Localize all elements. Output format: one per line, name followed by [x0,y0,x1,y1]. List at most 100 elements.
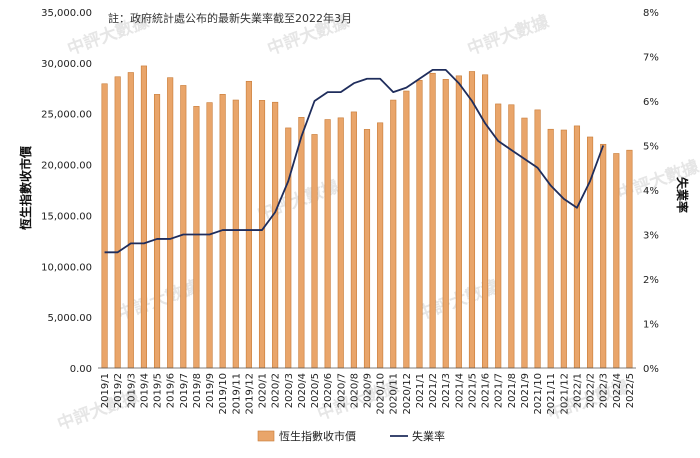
bar-2021/1 [416,80,423,369]
bar-2019/4 [140,65,147,369]
x-tick-label: 2019/7 [179,373,190,408]
x-tick-label: 2022/5 [625,373,636,408]
y2-tick-label: 4% [643,186,659,197]
x-tick-label: 2020/3 [284,373,295,408]
x-tick-label: 2021/12 [559,373,570,415]
x-tick-label: 2019/2 [113,373,124,408]
x-tick-label: 2021/9 [520,373,531,408]
x-tick-label: 2022/4 [612,373,623,408]
y-tick-label: 15,000.00 [41,211,92,222]
bar-2022/1 [573,125,581,369]
x-tick-label: 2022/2 [586,373,597,408]
bar-2019/7 [180,85,187,369]
x-tick-label: 2019/10 [218,373,229,415]
x-tick-label: 2020/10 [376,373,387,415]
bar-2021/10 [534,109,541,369]
bar-2020/2 [272,101,279,369]
x-tick-label: 2020/7 [336,373,347,408]
bar-2019/6 [167,77,174,369]
bar-2019/12 [245,80,252,369]
y2-tick-label: 1% [643,320,659,331]
x-tick-label: 2021/11 [546,373,557,415]
y2-tick-label: 8% [643,8,659,19]
bar-2022/5 [626,149,633,369]
x-tick-label: 2021/8 [507,373,518,408]
y-tick-label: 10,000.00 [41,262,92,273]
y2-axis-title: 失業率 [675,177,690,213]
y2-tick-label: 2% [643,275,659,286]
bar-2020/1 [258,100,266,369]
bar-2019/1 [101,83,108,369]
x-tick-label: 2019/9 [205,373,216,408]
legend-bar-swatch [257,430,275,442]
x-tick-label: 2021/6 [481,373,492,408]
x-tick-label: 2020/2 [271,373,282,408]
chart-annotation: 註：政府統計處公布的最新失業率截至2022年3月 [108,11,352,25]
x-tick-label: 2021/3 [441,373,452,408]
bar-2020/6 [324,119,331,369]
x-tick-label: 2020/1 [258,373,269,408]
bar-2019/11 [232,99,239,369]
x-tick-label: 2019/3 [126,373,137,408]
y-tick-label: 25,000.00 [41,110,92,121]
bar-2020/5 [311,134,318,369]
x-tick-label: 2019/5 [153,373,164,408]
x-tick-label: 2019/1 [100,373,111,408]
y2-tick-label: 5% [643,142,659,153]
unemployment-line [104,68,605,254]
bar-2021/8 [508,104,515,369]
legend-bar-label: 恆生指數收市價 [279,429,356,443]
axes: 0.00 5,000.00 10,000.00 15,000.00 20,000.00 2… [41,8,659,415]
x-tick-label: 2019/11 [231,373,242,415]
bar-2020/10 [377,122,384,369]
bar-2019/3 [127,72,134,369]
bar-2020/8 [350,111,357,369]
bar-series [101,65,633,369]
y-tick-label: 0.00 [70,364,92,375]
x-tick-label: 2021/1 [415,373,426,408]
y2-tick-label: 6% [643,97,659,108]
bar-2021/2 [429,72,436,369]
x-tick-label: 2019/12 [244,373,255,415]
bar-2021/11 [547,128,554,369]
x-tick-label: 2020/9 [363,373,374,408]
bar-2021/4 [455,75,462,369]
bar-2021/5 [468,71,476,369]
bar-2020/4 [298,117,305,369]
y2-tick-label: 0% [643,364,659,375]
bar-2021/9 [521,117,528,369]
bar-2022/3 [600,143,607,369]
line-series [104,68,605,254]
bar-2020/12 [403,90,410,369]
bar-2022/4 [613,153,620,369]
x-tick-label: 2021/10 [533,373,544,415]
x-tick-label: 2020/5 [310,373,321,408]
bar-2020/3 [285,127,292,369]
x-tick-label: 2020/12 [402,373,413,415]
y-axis-title: 恆生指數收市價 [18,145,33,230]
bar-2021/7 [495,103,502,369]
x-tick-label: 2019/8 [192,373,203,408]
bar-2019/8 [193,106,200,369]
x-tick-label: 2020/8 [349,373,360,408]
y-tick-label: 20,000.00 [41,161,92,172]
y2-tick-label: 3% [643,231,659,242]
y-tick-label: 35,000.00 [41,8,92,19]
x-tick-label: 2021/2 [428,373,439,408]
legend: 恆生指數收市價 失業率 [257,429,445,443]
x-tick-label: 2021/7 [494,373,505,408]
x-tick-label: 2021/4 [454,373,465,408]
y2-tick-label: 7% [643,53,659,64]
x-tick-label: 2019/6 [166,373,177,408]
legend-line-label: 失業率 [412,429,445,443]
bar-2020/7 [337,117,344,369]
bar-2020/9 [363,129,371,369]
bar-2019/5 [153,94,161,369]
x-tick-label: 2022/1 [572,373,583,408]
x-tick-label: 2020/4 [297,373,308,408]
x-tick-label: 2020/6 [323,373,334,408]
bar-2021/3 [442,79,449,369]
bar-2020/11 [390,99,397,369]
